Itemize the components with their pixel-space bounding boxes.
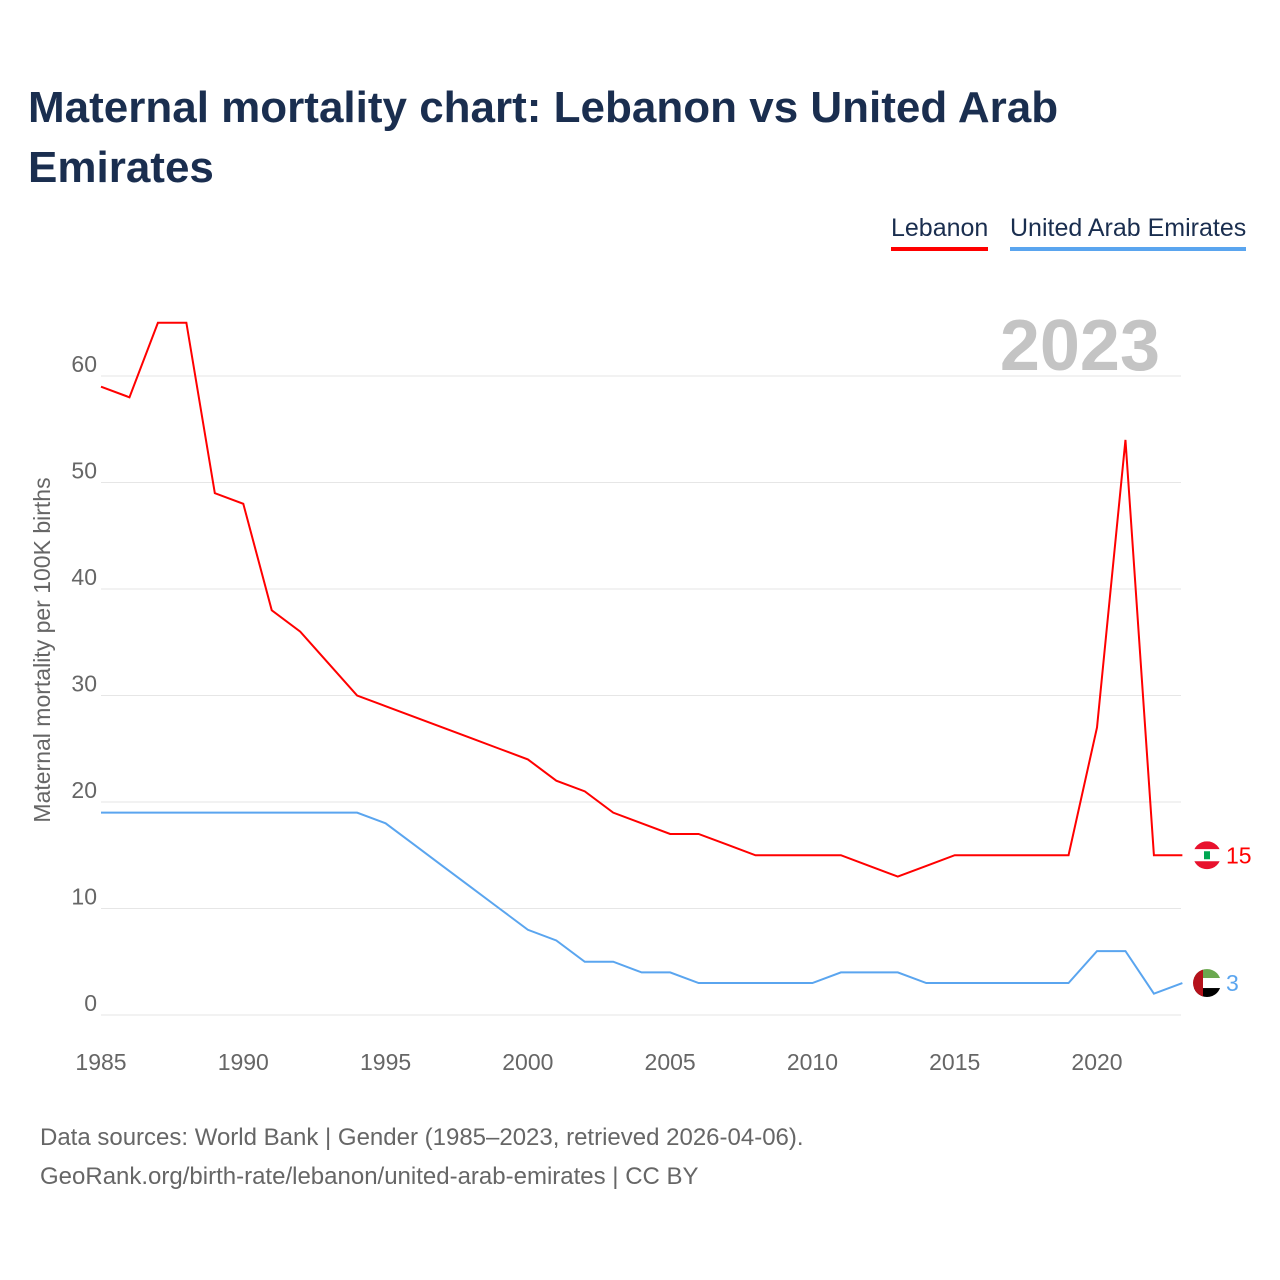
y-tick-label: 0	[84, 990, 97, 1016]
y-tick-label: 50	[71, 458, 97, 484]
lebanon-flag-icon	[1193, 841, 1221, 870]
x-tick-label: 2000	[502, 1049, 553, 1075]
y-axis-label: Maternal mortality per 100K births	[29, 477, 55, 822]
chart-area: 2023 0 10 20 30 40 50 60 1985 1990 1995 2000 2005 201…	[29, 306, 1252, 1075]
x-tick-label: 1985	[75, 1049, 126, 1075]
x-tick-label: 1995	[360, 1049, 411, 1075]
y-tick-label: 10	[71, 884, 97, 910]
source-link[interactable]: GeoRank.org/birth-rate/lebanon/united-ar…	[40, 1163, 699, 1190]
x-tick-label: 1990	[218, 1049, 269, 1075]
y-tick-label: 30	[71, 671, 97, 697]
year-label: 2023	[1000, 306, 1160, 386]
end-value-label: 3	[1226, 970, 1239, 996]
series-line-0	[100, 321, 1183, 878]
y-tick-label: 40	[71, 564, 97, 590]
footer: Data sources: World Bank | Gender (1985–…	[40, 1118, 804, 1196]
uae-flag-icon	[1193, 969, 1221, 998]
series-line-1	[101, 811, 1183, 995]
x-tick-label: 2015	[929, 1049, 980, 1075]
legend-uae[interactable]: United Arab Emirates	[1010, 214, 1247, 251]
y-tick-label: 20	[71, 777, 97, 803]
y-tick-label: 60	[71, 351, 97, 377]
end-value-label: 15	[1226, 842, 1252, 868]
source-text: Data sources: World Bank | Gender (1985–…	[40, 1124, 804, 1151]
legend-lebanon[interactable]: Lebanon	[891, 214, 989, 251]
x-tick-label: 2020	[1071, 1049, 1122, 1075]
x-tick-label: 2010	[787, 1049, 838, 1075]
x-tick-label: 2005	[645, 1049, 696, 1075]
chart-title: Maternal mortality chart: Lebanon vs Uni…	[28, 83, 1059, 192]
